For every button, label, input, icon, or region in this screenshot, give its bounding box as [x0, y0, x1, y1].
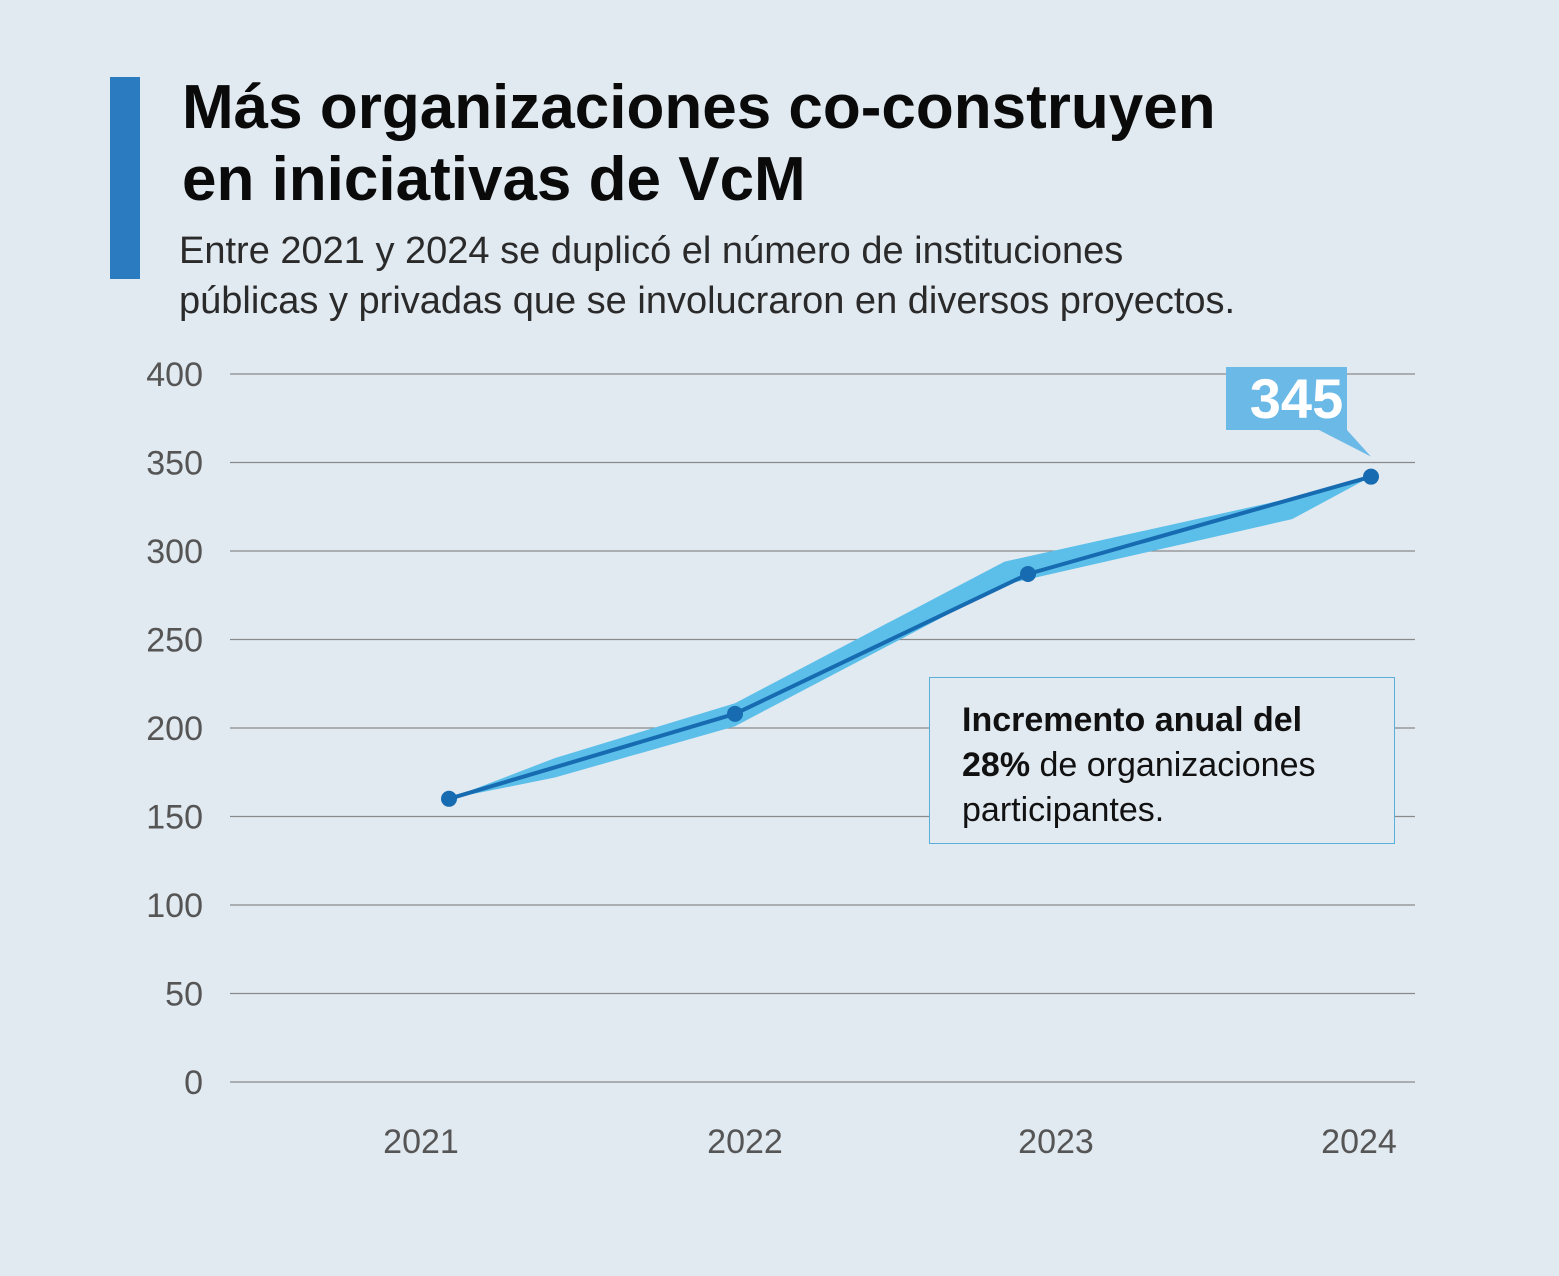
x-tick-label: 2023 [1018, 1123, 1094, 1161]
chart-title: Más organizaciones co-construyen en inic… [182, 72, 1482, 216]
data-point [727, 705, 743, 722]
annotation-bold-text: Incremento anual del 28% [962, 701, 1303, 784]
y-tick-label: 50 [165, 976, 203, 1014]
x-tick-label: 2022 [707, 1123, 783, 1161]
data-point [1020, 566, 1036, 583]
annotation-text: de organizaciones participantes. [962, 746, 1316, 829]
chart-subtitle-line-2: públicas y privadas que se involucraron … [179, 280, 1236, 322]
y-tick-label: 150 [146, 799, 203, 837]
x-tick-label: 2021 [383, 1123, 459, 1161]
callout-bubble [1226, 367, 1371, 457]
y-tick-label: 400 [146, 356, 203, 394]
chart-subtitle-line-1: Entre 2021 y 2024 se duplicó el número d… [179, 230, 1124, 272]
y-tick-label: 0 [184, 1064, 203, 1102]
chart-subtitle: Entre 2021 y 2024 se duplicó el número d… [179, 226, 1539, 326]
y-tick-label: 350 [146, 445, 203, 483]
annotation-box: Incremento anual del 28% de organizacion… [929, 677, 1395, 844]
y-tick-label: 250 [146, 622, 203, 660]
y-tick-label: 200 [146, 710, 203, 748]
accent-bar [110, 77, 140, 279]
chart-title-line-1: Más organizaciones co-construyen [182, 73, 1216, 142]
y-tick-label: 100 [146, 887, 203, 925]
data-point [1363, 468, 1379, 485]
series-line [448, 474, 1372, 801]
callout-label: 345 [1250, 367, 1343, 430]
series-band [449, 476, 1371, 799]
data-point [441, 790, 457, 807]
y-tick-label: 300 [146, 533, 203, 571]
chart-title-line-2: en iniciativas de VcM [182, 145, 806, 214]
x-tick-label: 2024 [1321, 1123, 1397, 1161]
